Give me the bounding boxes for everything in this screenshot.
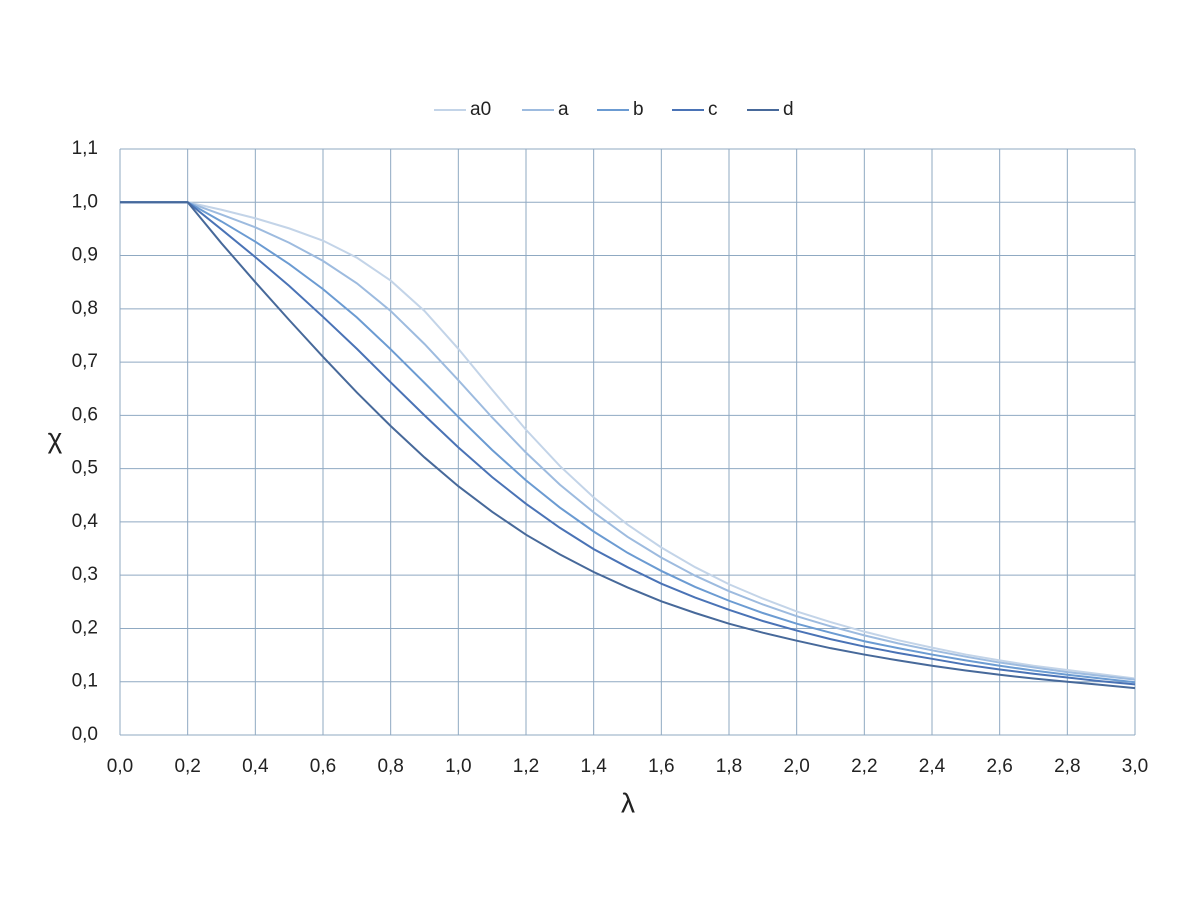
x-tick-label: 2,4 (919, 756, 946, 777)
x-tick-label: 0,6 (310, 756, 336, 777)
line-series (120, 201, 1136, 684)
legend-label: c (708, 99, 718, 120)
legend-label: b (633, 99, 644, 120)
line-series (120, 201, 1136, 681)
x-tick-label: 0,0 (107, 756, 133, 777)
y-tick-label: 1,0 (72, 191, 98, 212)
x-tick-label: 1,0 (445, 756, 471, 777)
y-tick-label: 0,2 (72, 617, 98, 638)
y-tick-label: 0,0 (72, 724, 98, 745)
y-tick-label: 0,4 (72, 511, 99, 532)
x-tick-label: 0,2 (174, 756, 200, 777)
x-tick-label: 0,8 (377, 756, 403, 777)
x-tick-label: 3,0 (1122, 756, 1148, 777)
legend-label: a (558, 99, 569, 120)
x-tick-label: 2,0 (783, 756, 809, 777)
y-tick-label: 0,8 (72, 298, 98, 319)
y-tick-label: 0,7 (72, 351, 98, 372)
x-tick-label: 2,2 (851, 756, 877, 777)
y-tick-label: 0,9 (72, 245, 98, 266)
line-series (120, 201, 1136, 690)
legend-label: d (783, 99, 794, 120)
y-tick-label: 0,1 (72, 671, 98, 692)
x-tick-label: 0,4 (242, 756, 269, 777)
line-series (120, 201, 1136, 680)
y-tick-label: 0,5 (72, 458, 98, 479)
line-series (120, 201, 1136, 686)
legend-label: a0 (470, 99, 491, 120)
x-tick-label: 1,6 (648, 756, 674, 777)
x-axis-label: λ (621, 787, 635, 818)
y-axis-label: χ (48, 422, 63, 453)
y-tick-label: 1,1 (72, 138, 98, 159)
x-tick-label: 1,2 (513, 756, 539, 777)
x-tick-label: 2,8 (1054, 756, 1080, 777)
x-tick-label: 1,4 (580, 756, 607, 777)
x-tick-label: 1,8 (716, 756, 742, 777)
y-tick-label: 0,6 (72, 404, 98, 425)
x-tick-label: 2,6 (986, 756, 1012, 777)
y-tick-label: 0,3 (72, 564, 98, 585)
